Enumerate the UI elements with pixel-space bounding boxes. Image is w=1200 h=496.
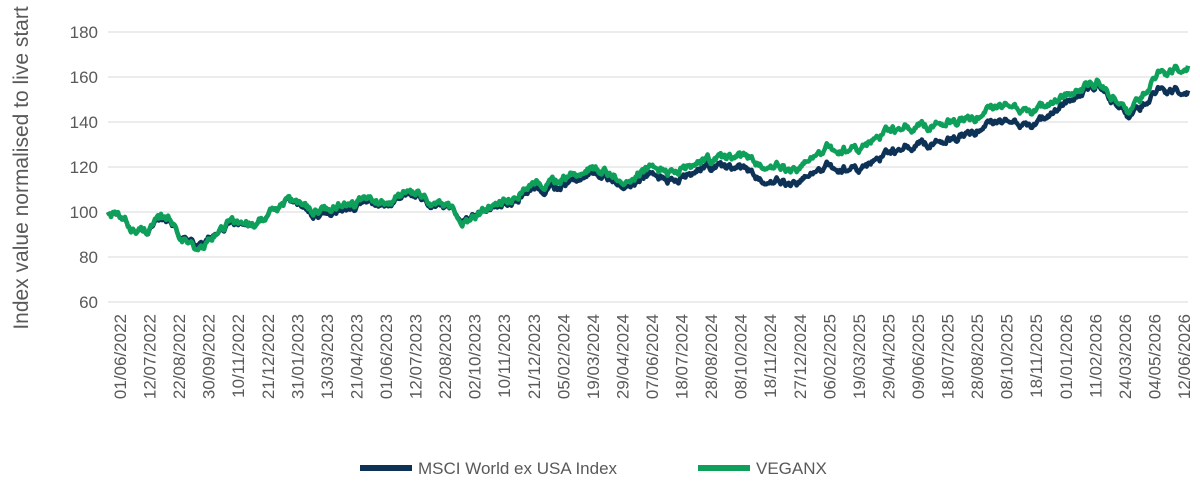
x-tick-label: 09/06/2025 [909,314,928,399]
x-tick-label: 08/10/2024 [732,314,751,399]
series-line-veganx [105,63,1191,253]
x-tick-label: 12/06/2026 [1175,314,1194,399]
x-tick-label: 02/10/2023 [466,314,485,399]
x-tick-label: 19/03/2025 [850,314,869,399]
x-tick-label: 06/02/2025 [820,314,839,399]
y-tick-label: 160 [70,68,98,87]
legend-label: MSCI World ex USA Index [418,459,618,478]
y-tick-label: 140 [70,113,98,132]
x-tick-label: 08/10/2025 [998,314,1017,399]
x-tick-label: 01/01/2026 [1057,314,1076,399]
y-tick-label: 100 [70,203,98,222]
y-axis: 60 80 100 120 140 160 180 [70,23,98,312]
x-tick-label: 10/11/2023 [495,314,514,398]
x-tick-label: 24/03/2026 [1116,314,1135,399]
y-axis-title: Index value normalised to live start [10,6,33,329]
x-tick-label: 01/06/2022 [111,314,130,399]
x-tick-label: 07/06/2024 [643,314,662,399]
x-tick-label: 04/05/2026 [1145,314,1164,399]
x-tick-label: 22/08/2023 [436,314,455,399]
x-tick-label: 19/03/2024 [584,314,603,399]
x-tick-label: 18/07/2024 [673,314,692,399]
x-tick-label: 21/12/2022 [259,314,278,399]
x-tick-label: 11/02/2026 [1086,314,1105,398]
x-tick-label: 28/08/2025 [968,314,987,399]
x-tick-label: 18/07/2025 [939,314,958,399]
x-tick-label: 22/08/2022 [170,314,189,399]
x-tick-label: 18/11/2024 [761,314,780,398]
x-axis: 01/06/2022 12/07/2022 22/08/2022 30/09/2022… [111,314,1194,399]
x-tick-label: 29/04/2024 [613,314,632,399]
x-tick-label: 13/03/2023 [318,314,337,399]
x-tick-label: 28/08/2024 [702,314,721,399]
legend-label: VEGANX [756,459,827,478]
grid [108,31,1188,303]
x-tick-label: 21/04/2023 [347,314,366,399]
x-tick-label: 01/06/2023 [377,314,396,399]
x-tick-label: 27/12/2024 [791,314,810,399]
x-tick-label: 30/09/2022 [200,314,219,399]
x-tick-label: 12/07/2023 [407,314,426,399]
y-tick-label: 180 [70,23,98,42]
x-tick-label: 21/12/2023 [525,314,544,399]
x-tick-label: 18/11/2025 [1027,314,1046,398]
series-lines [105,63,1191,253]
x-tick-label: 05/02/2024 [554,314,573,399]
y-tick-label: 60 [79,293,98,312]
legend: MSCI World ex USA Index VEGANX [360,459,827,478]
x-tick-label: 12/07/2022 [141,314,160,399]
x-tick-label: 31/01/2023 [288,314,307,399]
x-tick-label: 29/04/2025 [879,314,898,399]
x-tick-label: 10/11/2022 [229,314,248,398]
y-tick-label: 120 [70,158,98,177]
y-tick-label: 80 [79,248,98,267]
